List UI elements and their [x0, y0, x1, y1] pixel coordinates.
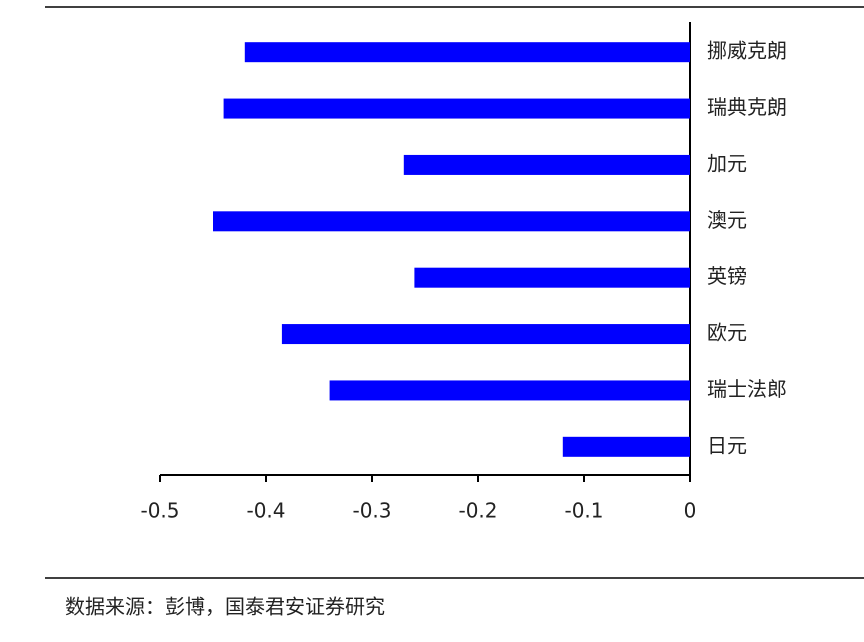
source-note: 数据来源：彭博，国泰君安证券研究	[65, 595, 385, 619]
bar	[213, 211, 690, 232]
x-tick-label: -0.2	[458, 499, 497, 523]
bar	[244, 42, 691, 63]
x-tick-label: -0.5	[140, 499, 179, 523]
y-tick-label: 加元	[707, 151, 747, 175]
x-tick-label: -0.3	[352, 499, 391, 523]
y-tick-label: 欧元	[707, 321, 747, 345]
bar	[329, 380, 690, 401]
y-tick-label: 瑞典克朗	[707, 95, 787, 119]
bar	[223, 98, 690, 119]
y-tick-label: 日元	[707, 433, 747, 457]
bar	[562, 436, 690, 457]
x-tick-label: 0	[684, 499, 697, 523]
y-tick-label: 瑞士法郎	[707, 377, 787, 401]
y-tick-label: 挪威克朗	[707, 39, 787, 63]
x-tick-label: -0.1	[564, 499, 603, 523]
bar	[403, 154, 690, 175]
x-tick-label: -0.4	[246, 499, 285, 523]
y-tick-label: 澳元	[707, 208, 747, 232]
bar	[281, 324, 690, 345]
y-tick-label: 英镑	[707, 264, 747, 288]
bar	[414, 267, 690, 288]
